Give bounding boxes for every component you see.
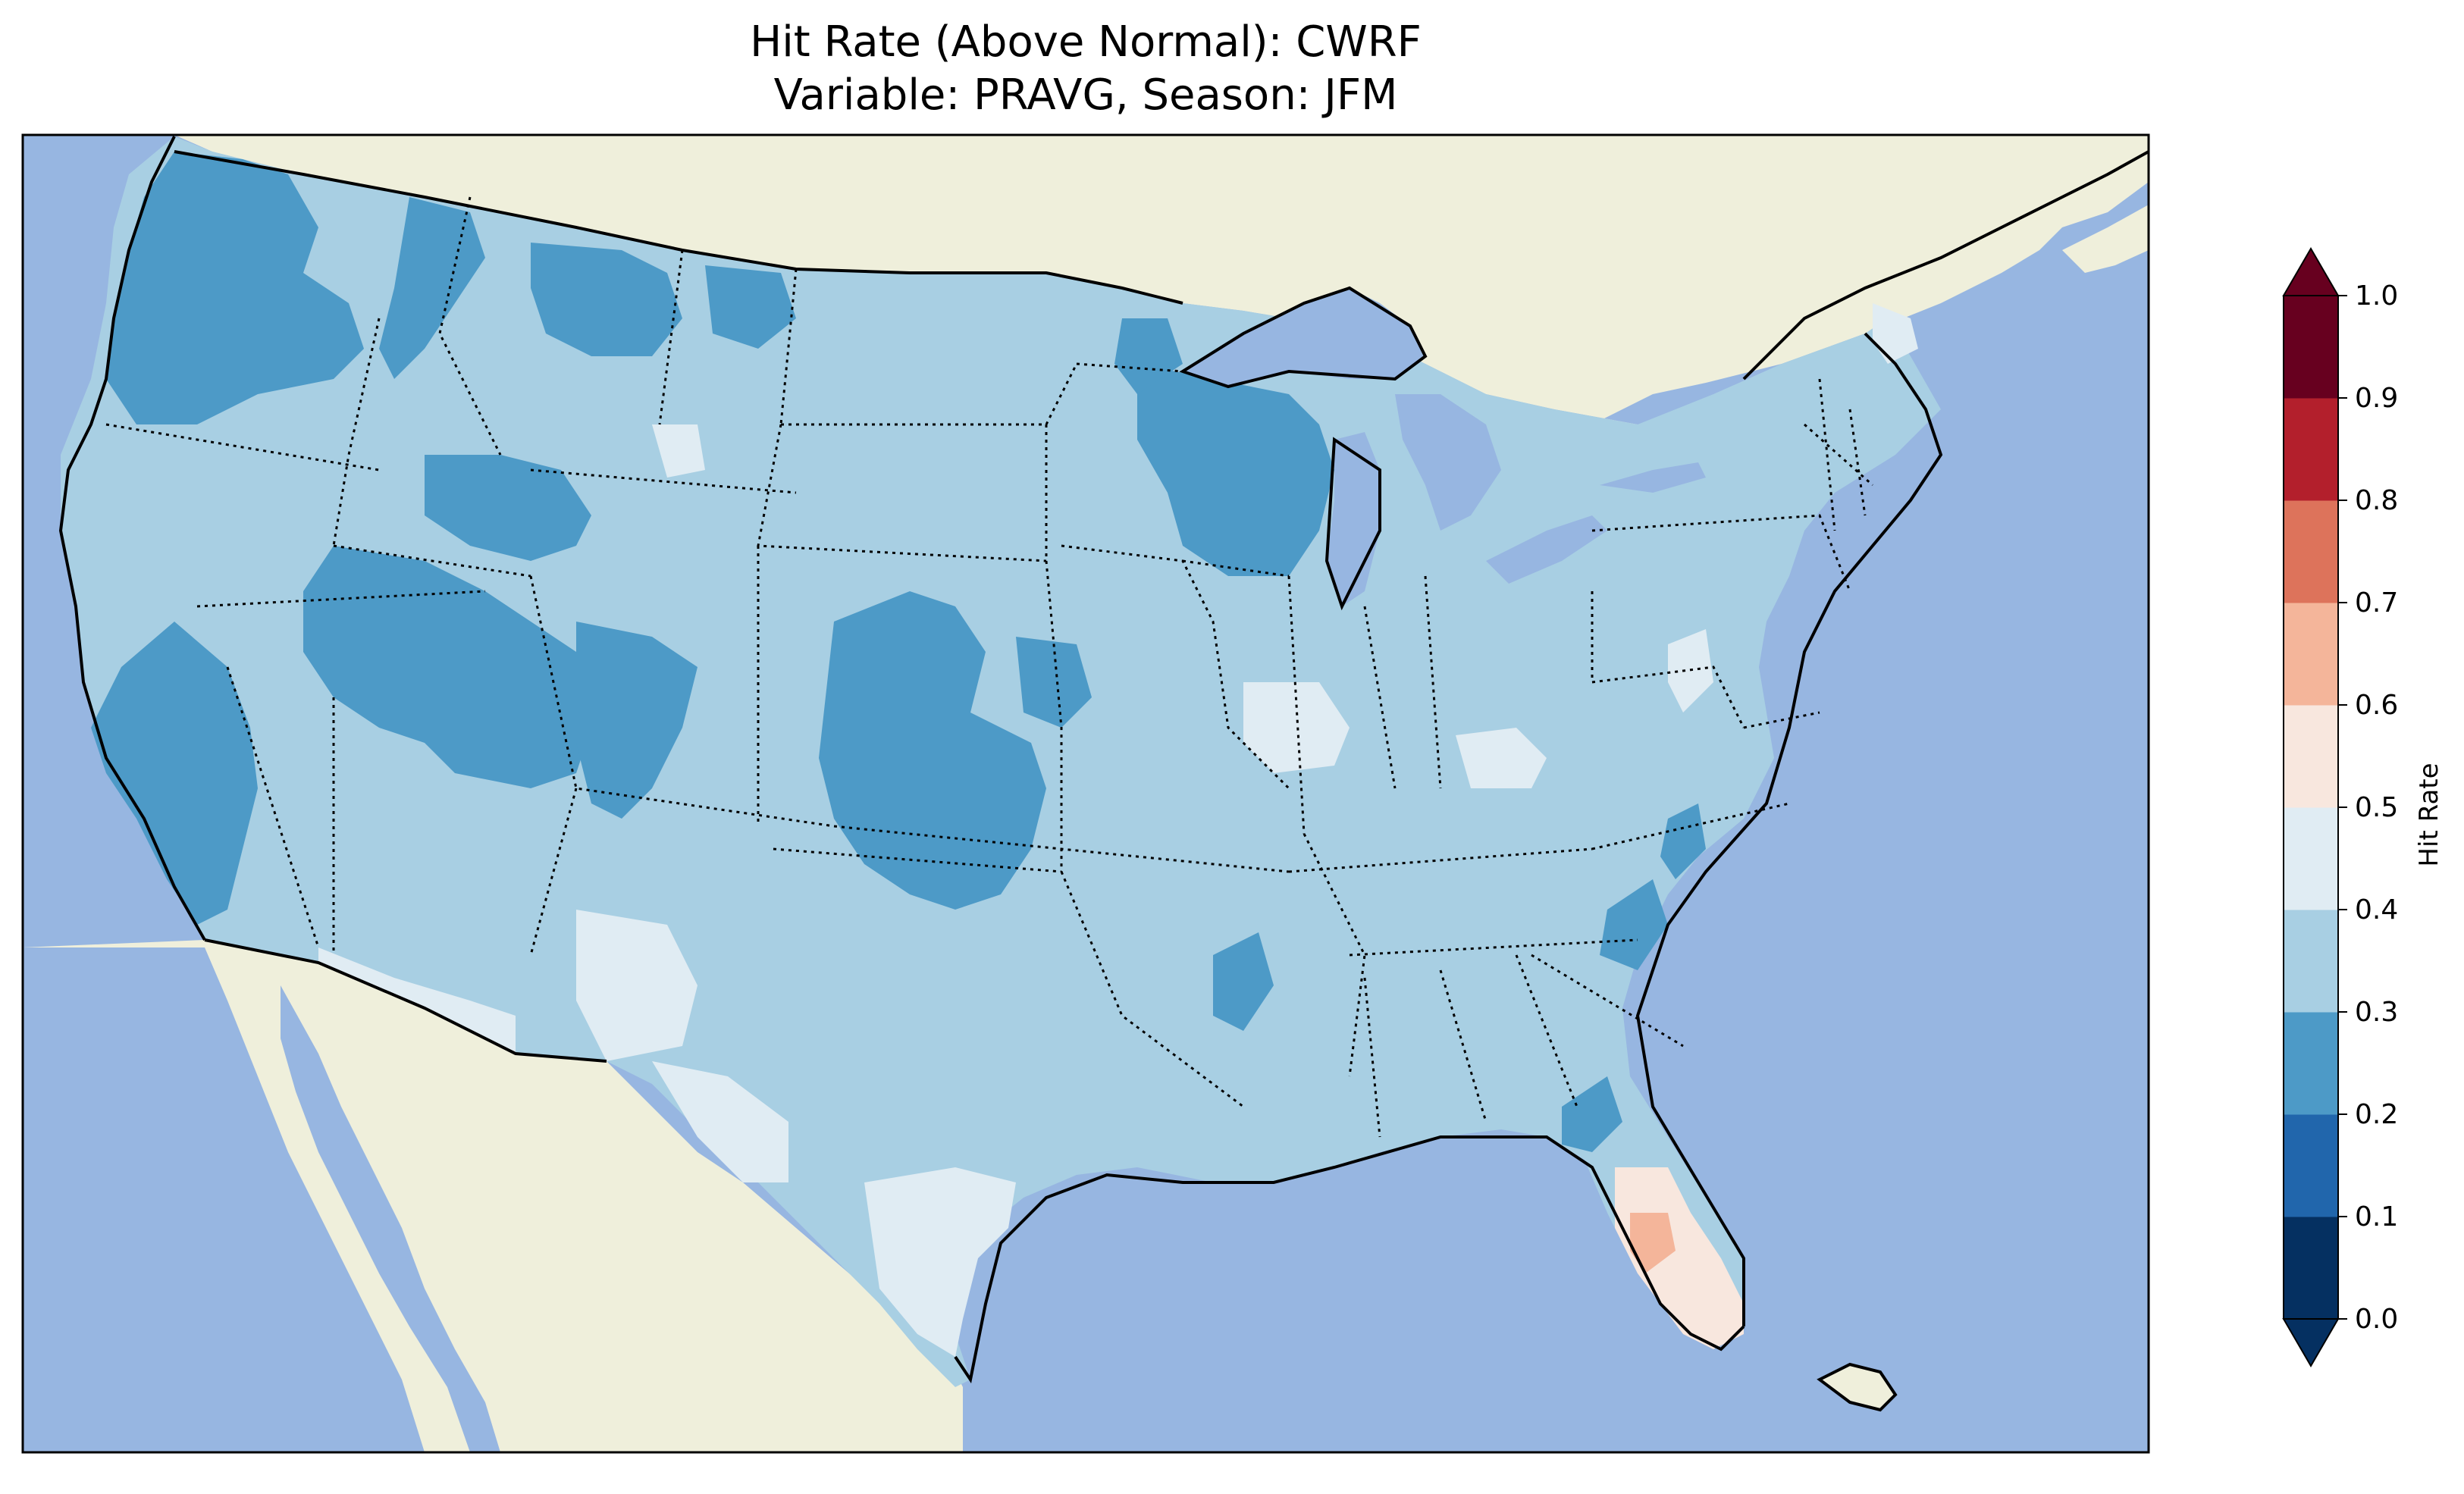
cuba-coastline [1817, 1362, 1898, 1412]
colorbar-tick-label: 0.2 [2355, 1099, 2398, 1130]
lake-michigan [1327, 432, 1380, 606]
colorbar-tick-label: 0.5 [2355, 792, 2398, 823]
colorbar-tick-label: 0.9 [2355, 383, 2398, 414]
hitrate-patch-montana-north [531, 243, 682, 356]
border-lines-west [105, 196, 1063, 956]
map-title-line1: Hit Rate (Above Normal): CWRF [750, 17, 1422, 67]
hitrate-patch-south-texas [864, 1167, 1016, 1357]
hitrate-patch-kansas-oklahoma [819, 591, 1046, 910]
hitrate-patch-pacific-northwest [106, 152, 364, 424]
pacific-off-baja [23, 947, 425, 1452]
hitrate-patch-kentucky [1456, 728, 1547, 788]
hitrate-patch-dakota [652, 424, 705, 478]
hitrate-patch-virginia [1660, 803, 1706, 879]
hitrate-patch-nebraska [1016, 637, 1092, 728]
colorbar-bin [2284, 1012, 2338, 1115]
hitrate-patch-illinois [1243, 682, 1350, 773]
us-mexico-border [204, 938, 607, 1063]
great-lakes [1183, 288, 1706, 606]
hitrate-patch-georgia-coast [1562, 1076, 1622, 1152]
hitrate-patch-minnesota [1114, 318, 1183, 394]
colorbar-bin [2284, 910, 2338, 1013]
lake-erie [1486, 515, 1607, 584]
hitrate-patch-wyoming [425, 455, 591, 561]
border-lines-central [773, 362, 1638, 1108]
gulf-of-california [281, 985, 500, 1452]
state-borders [105, 196, 1873, 1138]
gulf-coastline [954, 1135, 1745, 1384]
pacific-coastline [58, 136, 206, 941]
hitrate-patch-montana-east [705, 265, 796, 349]
colorbar-tick-label: 0.0 [2355, 1304, 2398, 1335]
hitrate-patch-northeast [1873, 303, 1918, 364]
colorbar-bin [2284, 398, 2338, 501]
border-lines-east [1363, 378, 1873, 1138]
maritimes-land [2062, 205, 2149, 273]
colorbar-bin [2284, 296, 2338, 399]
coastlines [58, 136, 2149, 1412]
map-frame [21, 133, 2150, 1454]
canada-land [174, 135, 2149, 576]
hitrate-patch-carolina [1600, 879, 1668, 970]
map-panel [23, 135, 2149, 1452]
colorbar-extend-under [2282, 1318, 2340, 1367]
hitrate-patch-wisconsin [1137, 364, 1334, 576]
lake-huron [1395, 394, 1501, 531]
hitrate-patch-nevada-utah [303, 546, 591, 788]
colorbar-tick-label: 0.8 [2355, 485, 2398, 516]
colorbar-bin [2284, 500, 2338, 603]
canada-coastline [1742, 150, 2149, 381]
colorbar-tick-label: 0.1 [2355, 1201, 2398, 1232]
colorbar-tick-label: 1.0 [2355, 280, 2398, 312]
colorbar-tick-label: 0.3 [2355, 997, 2398, 1028]
hitrate-patch-arkansas [1213, 932, 1274, 1031]
cuba-land [1820, 1364, 1895, 1410]
atlantic-coastline [1635, 332, 1943, 1326]
hitrate-patch-central-florida [1630, 1213, 1676, 1273]
map-title-line2: Variable: PRAVG, Season: JFM [774, 70, 1398, 120]
colorbar: 0.0 0.1 0.2 0.3 0.4 0.5 0.6 0.7 0.8 0.9 1.0 [2282, 247, 2398, 1367]
hitrate-patch-new-mexico [576, 910, 698, 1061]
us-canada-border [174, 150, 1183, 305]
colorbar-bin [2284, 807, 2338, 910]
colorbar-tick-label: 0.6 [2355, 690, 2398, 721]
colorbar-tick-label: 0.7 [2355, 587, 2398, 619]
hitrate-patch-southwest-border [318, 947, 516, 1054]
lake-ontario [1600, 462, 1706, 493]
colorbar-bin [2284, 603, 2338, 706]
great-lakes-shore [1179, 286, 1428, 611]
land-mass [23, 135, 2149, 1452]
hitrate-patch-california [91, 622, 258, 925]
colorbar-bin [2284, 1217, 2338, 1320]
colorbar-bin [2284, 705, 2338, 808]
lake-superior [1183, 288, 1425, 387]
hitrate-patch-idaho-montana [379, 197, 485, 379]
colorbar-label: Hit Rate [2414, 763, 2444, 866]
colorbar-extend-over [2282, 247, 2340, 296]
colorbar-tick-label: 0.4 [2355, 894, 2398, 926]
hitrate-patch-colorado [576, 622, 698, 819]
hitrate-patch-west-texas [652, 1061, 788, 1182]
colorbar-bin [2284, 1114, 2338, 1217]
